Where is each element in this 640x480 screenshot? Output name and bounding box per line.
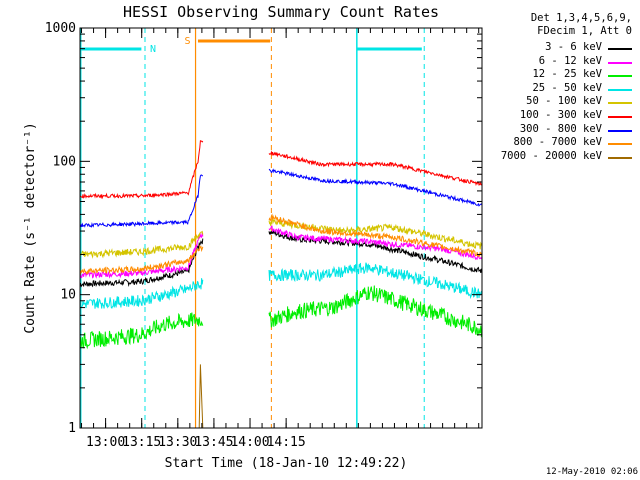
series-line-8-1 [268,213,483,258]
legend-swatch [608,61,632,64]
series-line-2 [79,232,204,279]
y-tick-label: 1000 [45,21,76,36]
y-tick-label: 1 [68,421,76,436]
footer-timestamp: 12-May-2010 02:06 [545,467,638,477]
legend-swatch [608,143,632,146]
legend-entry: 100 - 300 keV [472,109,632,122]
legend-entry: 7000 - 20000 keV [472,150,632,163]
legend-entry: 12 - 25 keV [472,68,632,81]
legend-label: 6 - 12 keV [538,54,602,67]
x-tick-label: 14:00 [230,435,269,450]
legend-label: 12 - 25 keV [532,68,602,81]
legend-swatch [608,116,632,118]
y-axis-label: Count Rate (s⁻¹ detector⁻¹) [23,122,38,333]
series-line-6-1 [268,150,483,187]
series-line-3 [79,312,204,350]
plot-frame [79,27,483,429]
x-tick-label: 13:30 [158,435,197,450]
x-tick-label: 13:45 [194,435,233,450]
series-line-4-1 [268,262,483,300]
series-line-1-1 [268,230,483,274]
series-line-8 [79,244,204,275]
annotation-n: N [150,44,156,55]
legend-entry: 50 - 100 keV [472,95,632,108]
legend-swatch [608,48,632,50]
legend-label: 25 - 50 keV [532,81,602,94]
legend-label: 100 - 300 keV [519,109,602,121]
chart-title: HESSI Observing Summary Count Rates [123,3,439,21]
legend-swatch [608,102,632,105]
legend-entry: 3 - 6 keV [472,41,632,54]
legend-swatch [608,156,632,159]
legend-entry: 300 - 800 keV [472,123,632,136]
series-line-5 [79,230,204,259]
legend-label: 3 - 6 keV [545,41,602,53]
legend-swatch [608,75,632,78]
x-axis-label: Start Time (18-Jan-10 12:49:22) [165,456,408,471]
x-tick-label: 13:00 [86,435,125,450]
series-line-4 [79,278,204,309]
legend-swatch [608,129,632,132]
series-line-6 [79,140,204,200]
legend-swatch [608,88,632,91]
detector-info-line-2: FDecim 1, Att 0 [537,25,632,37]
series-line-7 [79,174,204,228]
detector-info-line-1: Det 1,3,4,5,6,9, [530,12,632,24]
y-tick-label: 10 [60,288,76,303]
series-line-1 [79,238,204,288]
series-line-3-1 [268,285,483,338]
legend-label: 300 - 800 keV [519,122,602,135]
legend-entry: 6 - 12 keV [472,55,632,68]
legend-label: 800 - 7000 keV [513,136,602,149]
series-line-7-1 [268,168,483,207]
y-tick-label: 100 [53,154,76,169]
legend-entry: 25 - 50 keV [472,82,632,95]
x-tick-label: 14:15 [267,435,306,450]
legend-entry: 800 - 7000 keV [472,136,632,149]
annotation-s: S [185,36,191,47]
x-tick-label: 13:15 [122,435,161,450]
legend-label: 50 - 100 keV [526,95,602,108]
legend-label: 7000 - 20000 keV [500,149,602,162]
